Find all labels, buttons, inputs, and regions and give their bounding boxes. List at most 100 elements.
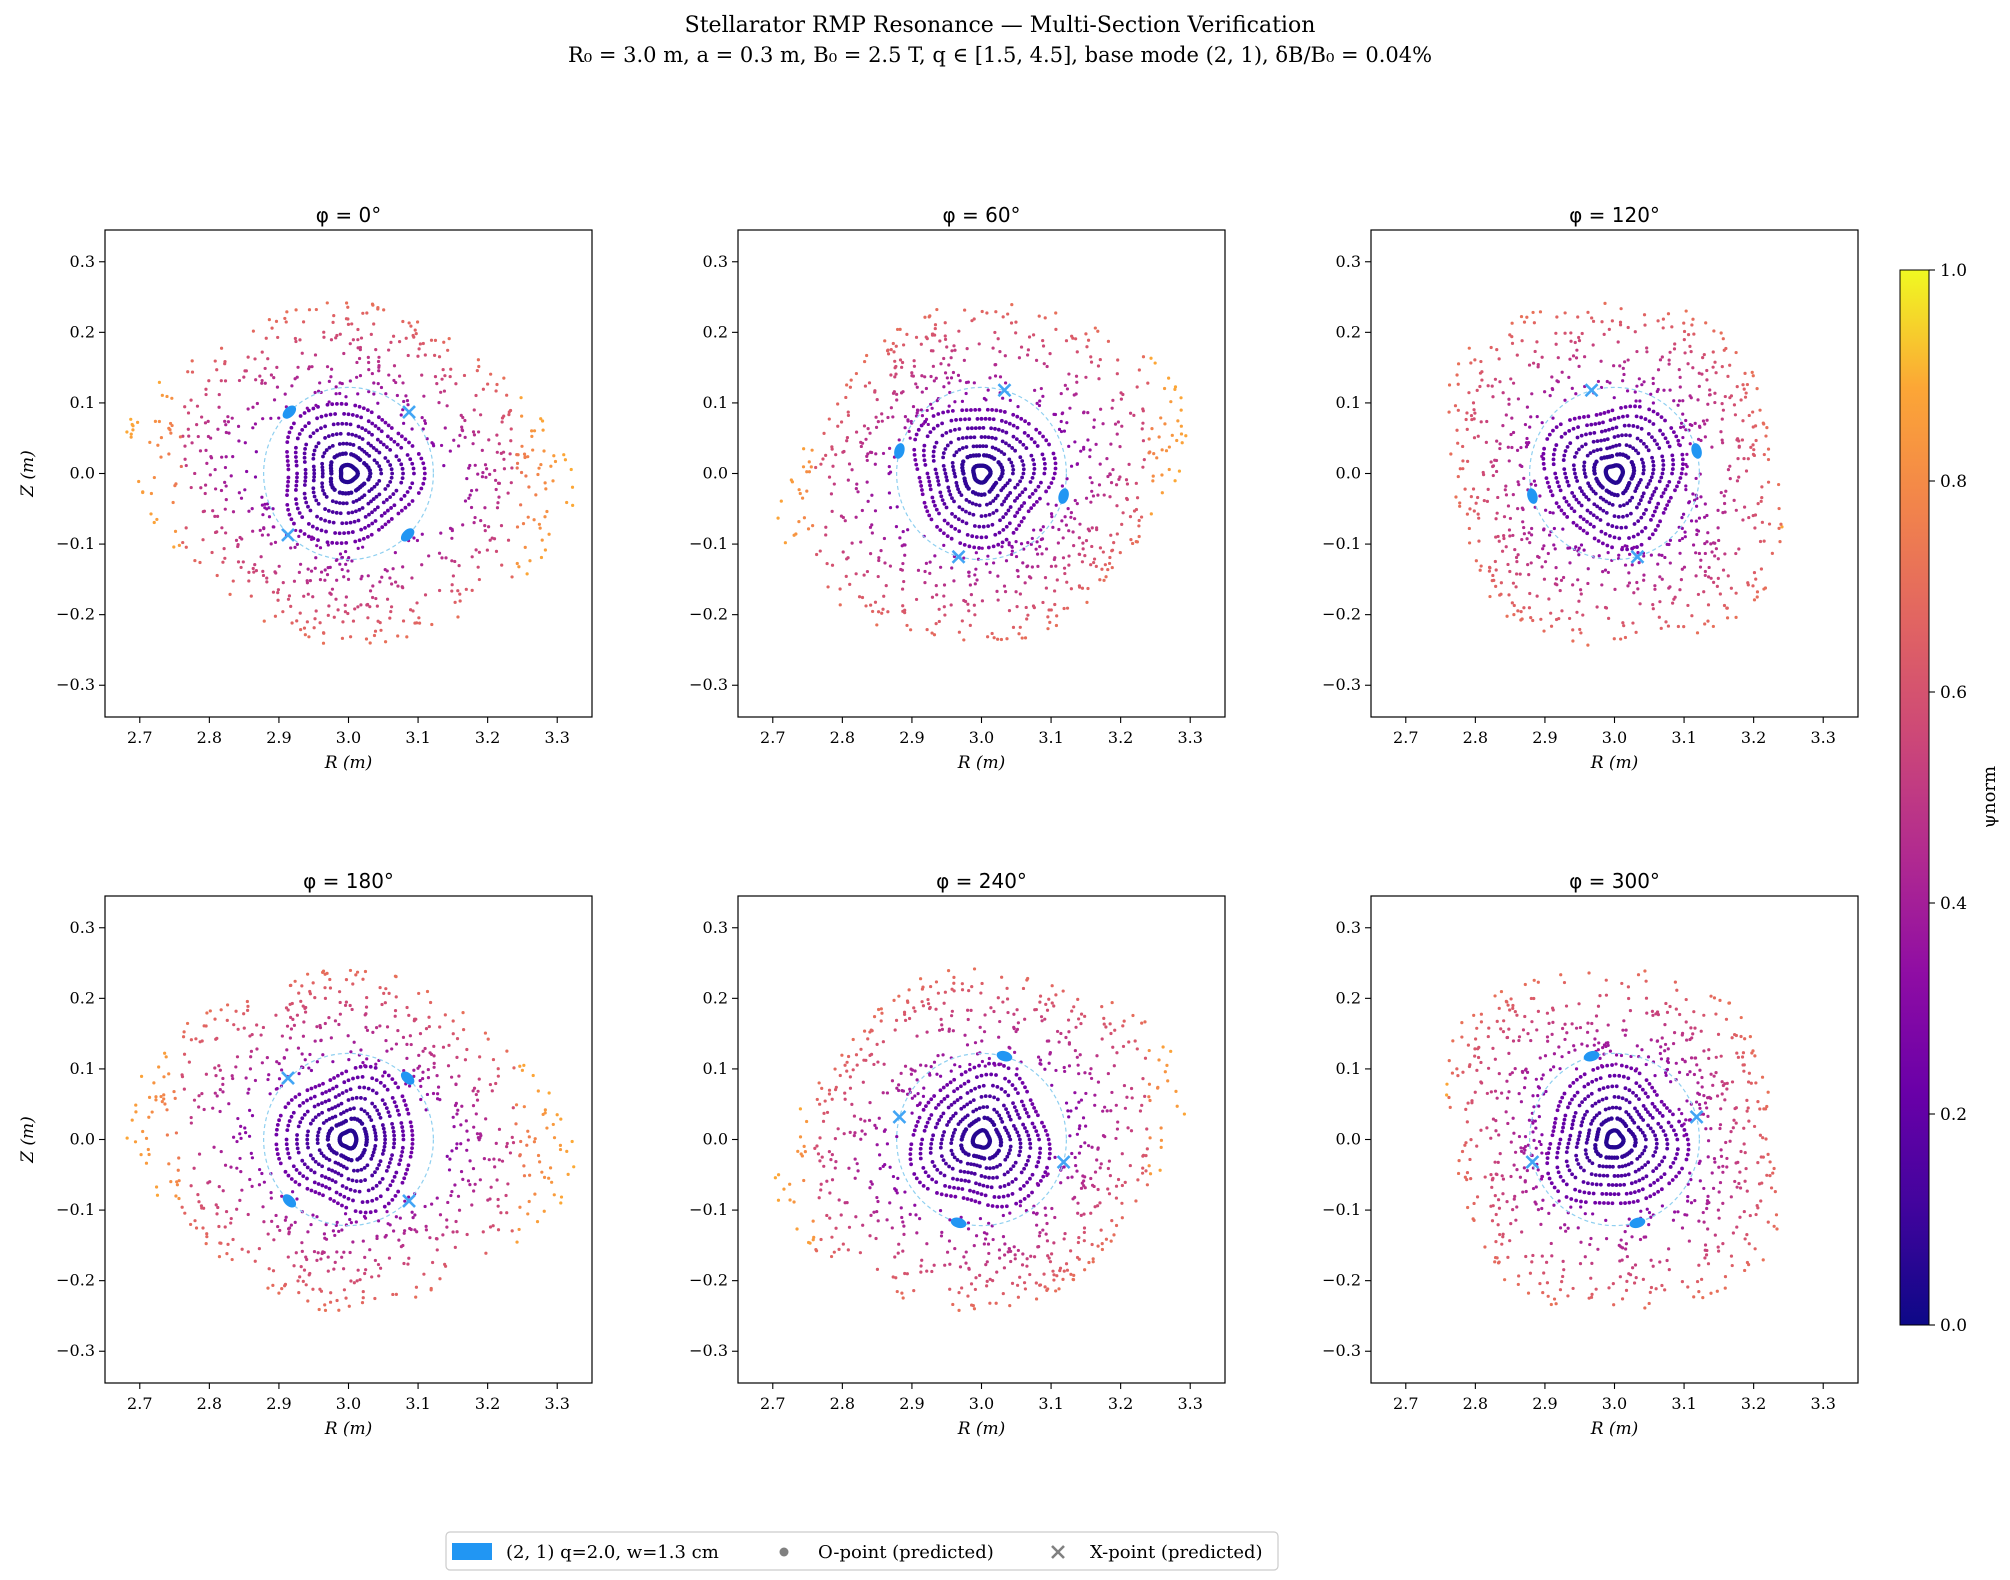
poincare-point bbox=[226, 415, 230, 419]
poincare-point bbox=[945, 1123, 949, 1127]
poincare-point bbox=[204, 1024, 208, 1028]
poincare-point bbox=[1021, 467, 1026, 472]
poincare-point bbox=[167, 1162, 171, 1166]
poincare-point bbox=[779, 499, 783, 503]
poincare-point bbox=[1653, 584, 1657, 588]
poincare-point bbox=[991, 499, 996, 503]
poincare-point bbox=[1023, 1107, 1028, 1112]
poincare-point bbox=[1030, 565, 1034, 569]
poincare-point bbox=[1080, 586, 1085, 590]
poincare-point bbox=[972, 603, 976, 607]
poincare-point bbox=[547, 1176, 551, 1180]
poincare-point bbox=[1113, 422, 1118, 426]
poincare-point bbox=[1471, 487, 1476, 491]
poincare-point bbox=[400, 1180, 405, 1185]
poincare-point bbox=[909, 1142, 914, 1147]
poincare-point bbox=[1069, 515, 1073, 519]
x-tick-label: 3.1 bbox=[405, 1394, 430, 1413]
poincare-point bbox=[509, 439, 513, 443]
poincare-point bbox=[939, 565, 943, 569]
poincare-point bbox=[1631, 534, 1636, 539]
poincare-point bbox=[285, 484, 290, 488]
poincare-point bbox=[343, 603, 347, 607]
poincare-point bbox=[1733, 413, 1738, 417]
poincare-point bbox=[959, 1137, 964, 1142]
poincare-point bbox=[457, 444, 461, 448]
poincare-point bbox=[961, 471, 966, 476]
poincare-point bbox=[423, 1046, 427, 1051]
poincare-point bbox=[1659, 475, 1664, 480]
poincare-point bbox=[1680, 452, 1685, 457]
poincare-point bbox=[511, 1106, 515, 1110]
poincare-point bbox=[1516, 506, 1520, 511]
poincare-point bbox=[285, 1024, 290, 1028]
poincare-point bbox=[488, 1225, 493, 1229]
poincare-point bbox=[374, 1196, 379, 1201]
poincare-point bbox=[266, 533, 270, 537]
poincare-point bbox=[1582, 464, 1586, 469]
poincare-point bbox=[1681, 435, 1685, 440]
poincare-point bbox=[152, 475, 156, 480]
x-tick-label: 2.7 bbox=[127, 728, 152, 747]
poincare-point bbox=[380, 1002, 384, 1007]
poincare-point bbox=[966, 486, 971, 491]
poincare-point bbox=[953, 1194, 958, 1199]
poincare-point bbox=[1577, 500, 1581, 505]
poincare-point bbox=[1004, 511, 1008, 516]
poincare-point bbox=[342, 351, 346, 356]
poincare-point bbox=[864, 604, 868, 608]
poincare-point bbox=[247, 1134, 252, 1138]
poincare-point bbox=[1014, 1072, 1019, 1077]
poincare-point bbox=[1102, 493, 1106, 497]
poincare-point bbox=[311, 478, 316, 483]
poincare-point bbox=[315, 1137, 320, 1142]
poincare-point bbox=[948, 1218, 952, 1222]
poincare-point bbox=[315, 1133, 320, 1138]
poincare-point bbox=[1001, 1103, 1006, 1108]
poincare-point bbox=[1678, 551, 1682, 555]
poincare-point bbox=[1139, 515, 1144, 519]
poincare-point bbox=[1577, 553, 1581, 557]
poincare-point bbox=[977, 426, 982, 430]
poincare-point bbox=[993, 446, 998, 451]
poincare-point bbox=[1011, 467, 1016, 472]
poincare-point bbox=[543, 1108, 547, 1112]
poincare-point bbox=[225, 1003, 230, 1007]
poincare-point bbox=[462, 373, 467, 378]
poincare-point bbox=[980, 546, 984, 550]
poincare-point bbox=[442, 389, 447, 393]
poincare-point bbox=[957, 630, 961, 634]
poincare-point bbox=[1582, 468, 1587, 472]
poincare-point bbox=[1703, 422, 1707, 426]
poincare-point bbox=[931, 454, 936, 459]
poincare-point bbox=[1002, 584, 1007, 588]
poincare-point bbox=[294, 1168, 299, 1172]
poincare-point bbox=[1001, 396, 1005, 400]
poincare-point bbox=[421, 1049, 425, 1053]
poincare-point bbox=[941, 463, 946, 468]
poincare-point bbox=[1725, 616, 1730, 620]
poincare-point bbox=[1131, 541, 1135, 546]
poincare-point bbox=[463, 1058, 468, 1062]
poincare-point bbox=[1663, 436, 1668, 441]
poincare-point bbox=[1511, 581, 1516, 585]
poincare-point bbox=[1702, 590, 1706, 594]
poincare-point bbox=[1651, 513, 1655, 518]
poincare-point bbox=[1569, 506, 1574, 511]
poincare-point bbox=[326, 1269, 330, 1273]
poincare-point bbox=[1656, 523, 1660, 528]
poincare-point bbox=[312, 448, 317, 453]
poincare-point bbox=[452, 438, 456, 442]
poincare-point bbox=[226, 420, 231, 424]
poincare-point bbox=[474, 1112, 478, 1116]
poincare-point bbox=[905, 623, 909, 628]
poincare-point bbox=[1498, 442, 1502, 446]
poincare-point bbox=[1691, 492, 1695, 496]
poincare-point bbox=[1701, 419, 1706, 423]
poincare-point bbox=[231, 1237, 235, 1242]
poincare-point bbox=[1755, 387, 1759, 391]
poincare-point bbox=[1754, 577, 1758, 581]
poincare-point bbox=[1494, 584, 1498, 589]
poincare-point bbox=[361, 977, 365, 981]
poincare-point bbox=[430, 1202, 434, 1206]
